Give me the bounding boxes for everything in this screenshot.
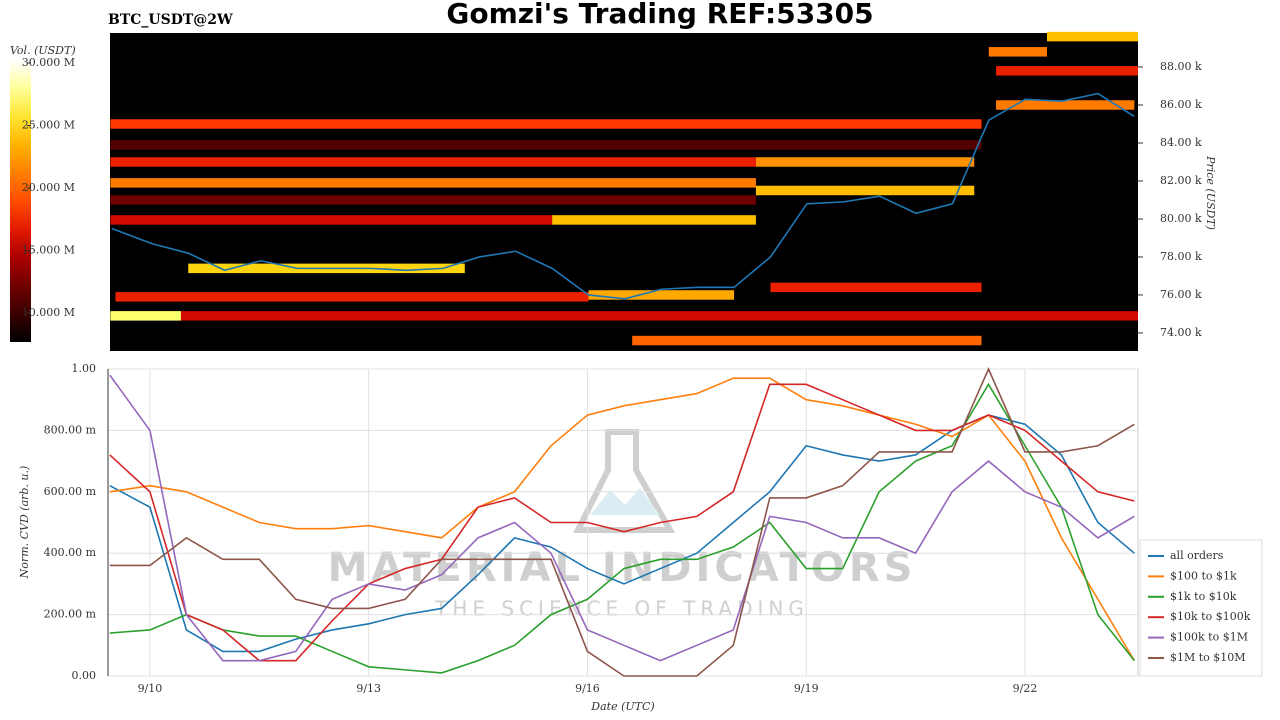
- heatmap-band: [115, 292, 589, 302]
- y-tick-label: 88.00 k: [1160, 60, 1202, 73]
- legend: [1139, 539, 1263, 677]
- legend-label: $100 to $1k: [1170, 569, 1237, 582]
- watermark-subtitle: THE SCIENCE OF TRADING: [434, 597, 809, 621]
- heatmap-band: [988, 47, 1048, 57]
- x-tick-label: 9/10: [138, 682, 163, 695]
- heatmap-band: [110, 157, 756, 167]
- heatmap-band: [996, 66, 1138, 76]
- watermark-icon: [573, 429, 676, 533]
- legend-label: $1M to $10M: [1170, 651, 1246, 664]
- x-tick-label: 9/13: [356, 682, 381, 695]
- legend-label: $1k to $10k: [1170, 590, 1237, 603]
- y-tick-label: 80.00 k: [1160, 212, 1202, 225]
- colorbar-tick-label: 20.000 M: [22, 181, 75, 194]
- y-tick-label: 82.00 k: [1160, 174, 1202, 187]
- colorbar-tick-label: 15.000 M: [22, 244, 75, 257]
- heatmap-band: [755, 185, 975, 196]
- heatmap-band: [996, 100, 1135, 110]
- y-tick-label: 600.00 m: [44, 485, 97, 498]
- y-tick-label: 76.00 k: [1160, 288, 1202, 301]
- series-line: [109, 377, 1136, 662]
- price-line: [111, 92, 1135, 300]
- x-axis-label: Date (UTC): [590, 700, 654, 713]
- page-title: Gomzi's Trading REF:53305: [446, 0, 873, 30]
- heatmap-band: [552, 215, 756, 225]
- heatmap-band: [110, 311, 181, 321]
- series-line: [109, 367, 1135, 677]
- y-tick-label: 78.00 k: [1160, 250, 1202, 263]
- heatmap-band: [110, 195, 756, 205]
- x-tick-label: 9/22: [1013, 682, 1038, 695]
- legend-label: $10k to $100k: [1170, 610, 1251, 623]
- colorbar-tick-label: 10.000 M: [22, 306, 75, 319]
- y-tick-label: 0.00: [72, 669, 97, 682]
- heatmap-band: [755, 157, 975, 167]
- heatmap-band: [1047, 31, 1138, 42]
- heatmap-band: [110, 140, 982, 150]
- heatmap-band: [110, 119, 982, 129]
- heatmap-band: [180, 311, 1138, 321]
- heatmap-band: [632, 335, 982, 346]
- heatmap-band: [110, 178, 756, 188]
- heatmap-band: [770, 282, 982, 293]
- chart-title: BTC_USDT@2W: [108, 12, 233, 28]
- heatmap-band: [588, 290, 735, 300]
- y-tick-label: 74.00 k: [1160, 326, 1202, 339]
- watermark: MATERIAL INDICATORS THE SCIENCE OF TRADI…: [328, 429, 912, 621]
- colorbar-tick-label: 25.000 M: [22, 119, 75, 132]
- y-tick-label: 1.00: [72, 362, 97, 375]
- y-tick-label: 200.00 m: [44, 608, 97, 621]
- y-tick-label: 800.00 m: [44, 423, 97, 436]
- heatmap-band: [110, 215, 553, 225]
- colorbar: [10, 60, 31, 342]
- x-tick-label: 9/19: [794, 682, 819, 695]
- colorbar-tick-label: 30.000 M: [22, 56, 75, 69]
- series-line: [109, 374, 1135, 662]
- legend-label: all orders: [1170, 549, 1224, 562]
- x-tick-label: 9/16: [575, 682, 600, 695]
- watermark-icon: [590, 488, 660, 515]
- legend-label: $100k to $1M: [1170, 631, 1248, 644]
- y-tick-label: 84.00 k: [1160, 136, 1202, 149]
- y-tick-label: 400.00 m: [44, 546, 97, 559]
- y-axis-label: Price (USDT): [1204, 155, 1217, 230]
- colorbar-label: Vol. (USDT): [10, 44, 76, 57]
- y-axis-label: Norm. CVD (arb. u.): [18, 466, 31, 580]
- heatmap-background: [110, 33, 1138, 351]
- y-tick-label: 86.00 k: [1160, 98, 1202, 111]
